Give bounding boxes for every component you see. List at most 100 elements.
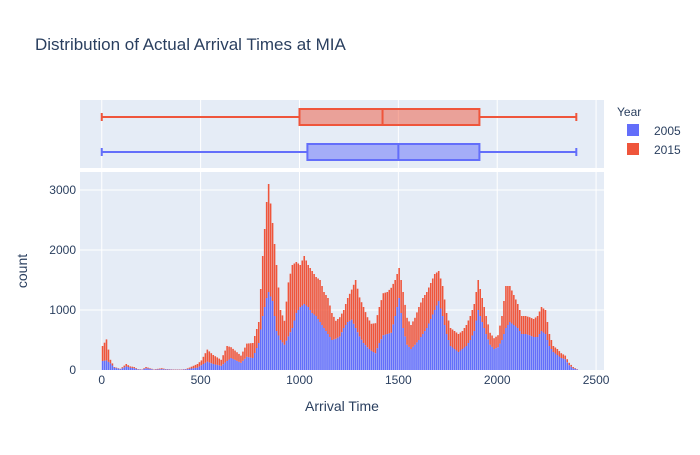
bar-2015[interactable] [298,264,300,311]
bar-2015[interactable] [560,353,562,358]
bar-2005[interactable] [572,368,574,370]
bar-2005[interactable] [523,334,525,370]
bar-2005[interactable] [290,332,292,370]
bar-2015[interactable] [541,307,543,331]
bar-2005[interactable] [329,337,331,370]
bar-2015[interactable] [495,337,497,348]
bar-2005[interactable] [390,333,392,370]
bar-2005[interactable] [351,320,353,370]
bar-2015[interactable] [323,292,325,328]
bar-2015[interactable] [256,329,258,348]
bar-2005[interactable] [398,298,400,370]
bar-2015[interactable] [535,318,537,338]
bar-2005[interactable] [371,351,373,370]
bar-2015[interactable] [288,282,290,336]
bar-2005[interactable] [547,340,549,370]
bar-2005[interactable] [114,368,116,370]
bar-2015[interactable] [503,301,505,334]
bar-2015[interactable] [127,365,129,367]
bar-2015[interactable] [359,297,361,336]
bar-2015[interactable] [392,284,394,325]
bar-2015[interactable] [537,316,539,337]
bar-2005[interactable] [444,325,446,370]
bar-2005[interactable] [428,324,430,371]
bar-2015[interactable] [525,316,527,334]
bar-2015[interactable] [454,331,456,349]
bar-2005[interactable] [226,361,228,370]
bar-2005[interactable] [531,336,533,370]
bar-2005[interactable] [254,353,256,370]
bar-2005[interactable] [472,336,474,371]
bar-2005[interactable] [424,331,426,370]
bar-2005[interactable] [566,362,568,370]
bar-2005[interactable] [220,366,222,370]
bar-2015[interactable] [483,307,485,328]
bar-2005[interactable] [102,361,104,370]
bar-2015[interactable] [460,333,462,351]
bar-2005[interactable] [527,335,529,370]
bar-2015[interactable] [264,229,266,307]
bar-2005[interactable] [450,346,452,370]
bar-2015[interactable] [539,312,541,335]
bar-2005[interactable] [315,316,317,370]
bar-2015[interactable] [507,286,509,325]
bar-2015[interactable] [203,357,205,364]
bar-2005[interactable] [493,349,495,370]
bar-2015[interactable] [195,365,197,368]
bar-2005[interactable] [331,340,333,370]
bar-2015[interactable] [321,286,323,325]
bar-2015[interactable] [363,307,365,343]
bar-2015[interactable] [129,366,131,367]
bar-2005[interactable] [323,328,325,370]
bar-2015[interactable] [147,368,149,369]
bar-2015[interactable] [220,360,222,366]
bar-2005[interactable] [147,369,149,371]
bar-2015[interactable] [545,310,547,334]
bar-2015[interactable] [189,368,191,369]
bar-2015[interactable] [444,300,446,326]
bar-2015[interactable] [339,317,341,336]
bar-2005[interactable] [127,367,129,370]
bar-2015[interactable] [377,315,379,348]
bar-2015[interactable] [286,302,288,341]
bar-2015[interactable] [404,305,406,337]
bar-2015[interactable] [390,288,392,333]
bar-2005[interactable] [143,369,145,370]
bar-2015[interactable] [432,279,434,315]
bar-2005[interactable] [438,301,440,370]
bar-2015[interactable] [418,307,420,340]
bar-2005[interactable] [248,357,250,370]
bar-2005[interactable] [216,365,218,370]
bar-2015[interactable] [214,356,216,364]
bar-2015[interactable] [396,274,398,307]
bar-2015[interactable] [260,289,262,330]
bar-2015[interactable] [124,366,126,368]
bar-2005[interactable] [568,365,570,370]
bar-2005[interactable] [272,301,274,370]
bar-2015[interactable] [252,343,254,358]
bar-2005[interactable] [379,343,381,370]
bar-2015[interactable] [515,300,517,327]
bar-2015[interactable] [386,292,388,334]
bar-2015[interactable] [211,353,213,363]
bar-2015[interactable] [473,304,475,331]
bar-2015[interactable] [327,298,329,334]
bar-2015[interactable] [547,322,549,340]
bar-2005[interactable] [377,348,379,370]
bar-2015[interactable] [102,346,104,361]
bar-2015[interactable] [414,318,416,345]
bar-2015[interactable] [519,310,521,331]
bar-2015[interactable] [268,184,270,292]
bar-2005[interactable] [157,369,159,370]
bar-2005[interactable] [299,307,301,370]
bar-2015[interactable] [551,340,553,349]
bar-2005[interactable] [539,334,541,370]
bar-2005[interactable] [167,369,169,370]
bar-2005[interactable] [509,322,511,370]
bar-2015[interactable] [383,293,385,335]
bar-2005[interactable] [264,307,266,370]
bar-2005[interactable] [339,336,341,370]
bar-2015[interactable] [108,350,110,362]
bar-2005[interactable] [122,368,124,370]
bar-2005[interactable] [278,336,280,371]
